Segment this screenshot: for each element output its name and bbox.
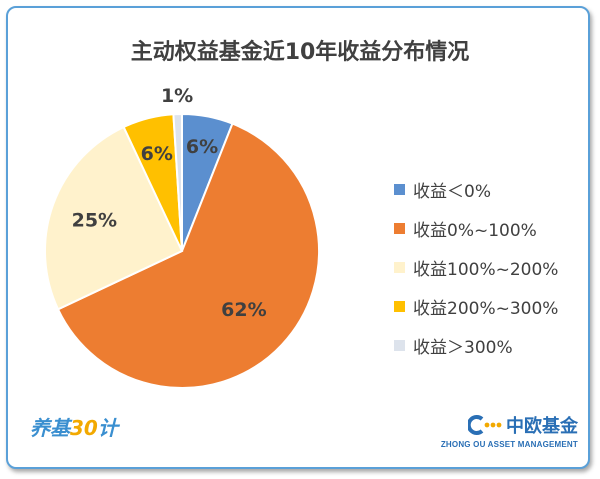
logo-en: ZHONG OU ASSET MANAGEMENT <box>440 440 578 449</box>
logo-tail: 计 <box>97 416 118 440</box>
legend-item-loss: 收益＜0% <box>394 170 558 209</box>
legend-label: 收益0%~100% <box>413 221 537 241</box>
legend-label: 收益100%~200% <box>413 260 559 280</box>
legend: 收益＜0% 收益0%~100% 收益100%~200% 收益200%~300% … <box>394 170 558 365</box>
logo-text: 养基 <box>30 416 70 440</box>
legend-label: 收益＞300% <box>413 338 513 358</box>
pie-slice <box>172 112 183 252</box>
legend-swatch <box>394 301 405 312</box>
legend-swatch <box>394 184 405 195</box>
zhongou-logo: 中欧基金 ZHONG OU ASSET MANAGEMENT <box>441 412 578 449</box>
chart-title: 主动权益基金近10年收益分布情况 <box>130 40 470 65</box>
yangji-logo: 养基30计 <box>30 412 118 441</box>
pie-slice <box>56 122 320 389</box>
legend-swatch <box>394 340 405 351</box>
slice-data-label: 62% <box>221 299 266 321</box>
legend-swatch <box>394 262 405 273</box>
pie-slice <box>44 125 184 311</box>
legend-item-over-300: 收益＞300% <box>394 326 558 365</box>
zhongou-mark-icon <box>468 415 502 435</box>
slice-data-label: 6% <box>141 143 173 165</box>
logo-number: 30 <box>70 416 98 440</box>
slice-data-label: 6% <box>186 136 218 158</box>
slice-data-label: 25% <box>72 209 117 231</box>
legend-label: 收益＜0% <box>413 182 491 202</box>
legend-label: 收益200%~300% <box>413 299 559 319</box>
legend-item-100-200: 收益100%~200% <box>394 248 558 287</box>
legend-item-0-100: 收益0%~100% <box>394 209 558 248</box>
slice-data-label: 1% <box>161 85 193 107</box>
logo-cn: 中欧基金 <box>506 416 578 437</box>
legend-item-200-300: 收益200%~300% <box>394 287 558 326</box>
legend-swatch <box>394 223 405 234</box>
